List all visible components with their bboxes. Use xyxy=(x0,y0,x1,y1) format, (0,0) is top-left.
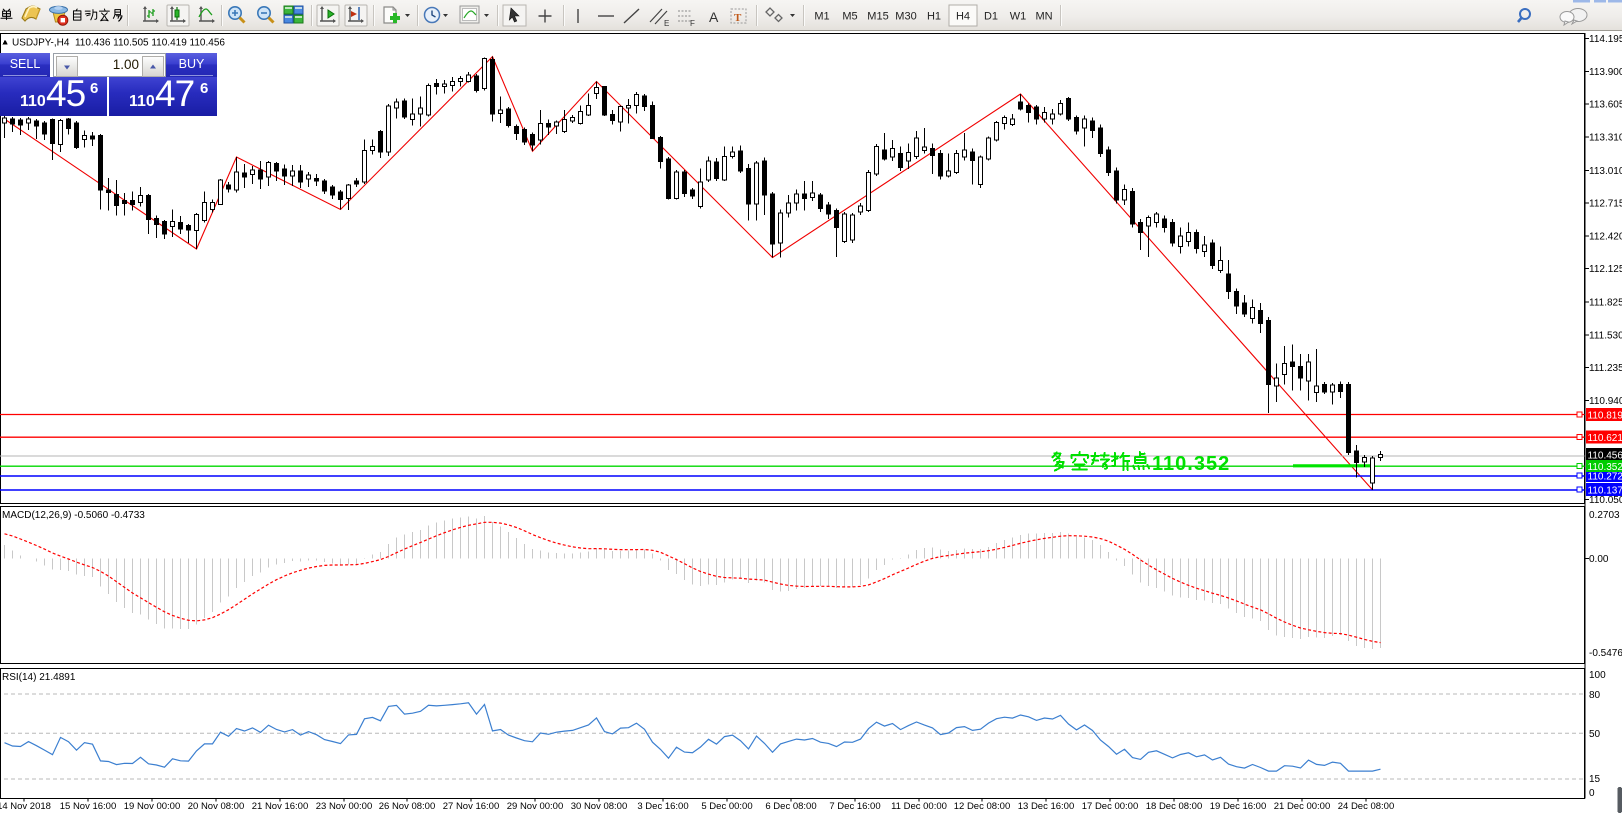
svg-text:11 Dec 00:00: 11 Dec 00:00 xyxy=(891,801,947,812)
svg-text:110.352: 110.352 xyxy=(1588,462,1622,473)
svg-text:15: 15 xyxy=(1589,774,1601,785)
svg-text:29 Nov 00:00: 29 Nov 00:00 xyxy=(507,801,564,812)
svg-text:MACD(12,26,9) -0.5060 -0.4733: MACD(12,26,9) -0.5060 -0.4733 xyxy=(2,510,145,521)
svg-text:5 Dec 00:00: 5 Dec 00:00 xyxy=(701,801,752,812)
svg-text:M5: M5 xyxy=(842,11,857,23)
svg-text:30 Nov 08:00: 30 Nov 08:00 xyxy=(571,801,628,812)
svg-text:50: 50 xyxy=(1589,729,1601,740)
svg-text:A: A xyxy=(709,9,719,25)
svg-text:M15: M15 xyxy=(867,11,888,23)
svg-text:114.195: 114.195 xyxy=(1589,34,1622,45)
svg-text:H1: H1 xyxy=(927,11,941,23)
svg-text:19 Dec 16:00: 19 Dec 16:00 xyxy=(1210,801,1267,812)
svg-text:113.900: 113.900 xyxy=(1589,67,1622,78)
svg-text:111.235: 111.235 xyxy=(1589,363,1622,374)
svg-text:MN: MN xyxy=(1035,11,1052,23)
svg-text:0.00: 0.00 xyxy=(1589,554,1609,565)
svg-text:USDJPY-,H4 110.436 110.505 11: USDJPY-,H4 110.436 110.505 110.419 110.4… xyxy=(12,38,225,49)
svg-text:H4: H4 xyxy=(956,11,970,23)
svg-text:113.605: 113.605 xyxy=(1589,100,1622,111)
svg-text:110.137: 110.137 xyxy=(1588,485,1622,496)
svg-text:20 Nov 08:00: 20 Nov 08:00 xyxy=(188,801,245,812)
svg-text:26 Nov 08:00: 26 Nov 08:00 xyxy=(379,801,436,812)
svg-text:F: F xyxy=(690,19,695,28)
svg-text:110.456: 110.456 xyxy=(1588,450,1622,461)
svg-text:19 Nov 00:00: 19 Nov 00:00 xyxy=(124,801,181,812)
svg-text:111.530: 111.530 xyxy=(1589,330,1622,341)
svg-text:110.940: 110.940 xyxy=(1589,396,1622,407)
svg-text:100: 100 xyxy=(1589,670,1606,681)
svg-text:14 Nov 2018: 14 Nov 2018 xyxy=(0,801,51,812)
svg-text:110.272: 110.272 xyxy=(1588,471,1622,482)
svg-text:18 Dec 08:00: 18 Dec 08:00 xyxy=(1146,801,1203,812)
svg-text:D1: D1 xyxy=(984,11,998,23)
svg-text:M1: M1 xyxy=(814,11,829,23)
svg-text:-0.5476: -0.5476 xyxy=(1589,648,1622,659)
svg-text:13 Dec 16:00: 13 Dec 16:00 xyxy=(1018,801,1075,812)
svg-text:110.352: 110.352 xyxy=(1152,453,1230,475)
svg-text:T: T xyxy=(734,12,742,24)
svg-text:0.2703: 0.2703 xyxy=(1589,510,1620,521)
svg-text:113.010: 113.010 xyxy=(1589,166,1622,177)
svg-text:M30: M30 xyxy=(895,11,916,23)
svg-text:12 Dec 08:00: 12 Dec 08:00 xyxy=(954,801,1011,812)
svg-text:112.125: 112.125 xyxy=(1589,264,1622,275)
svg-text:RSI(14) 21.4891: RSI(14) 21.4891 xyxy=(2,672,76,683)
svg-text:E: E xyxy=(664,19,669,28)
svg-text:0: 0 xyxy=(1589,788,1595,799)
svg-text:110.621: 110.621 xyxy=(1588,433,1622,444)
svg-text:80: 80 xyxy=(1589,690,1601,701)
svg-text:112.420: 112.420 xyxy=(1589,231,1622,242)
svg-text:3 Dec 16:00: 3 Dec 16:00 xyxy=(637,801,688,812)
svg-text:W1: W1 xyxy=(1010,11,1027,23)
svg-text:27 Nov 16:00: 27 Nov 16:00 xyxy=(443,801,500,812)
svg-text:6 Dec 08:00: 6 Dec 08:00 xyxy=(765,801,816,812)
svg-text:111.825: 111.825 xyxy=(1589,298,1622,309)
svg-text:7 Dec 16:00: 7 Dec 16:00 xyxy=(829,801,880,812)
svg-text:110.050: 110.050 xyxy=(1589,495,1622,506)
svg-text:17 Dec 00:00: 17 Dec 00:00 xyxy=(1082,801,1139,812)
svg-text:110.819: 110.819 xyxy=(1588,410,1622,421)
svg-text:24 Dec 08:00: 24 Dec 08:00 xyxy=(1338,801,1395,812)
svg-text:23 Nov 00:00: 23 Nov 00:00 xyxy=(316,801,373,812)
svg-text:21 Nov 16:00: 21 Nov 16:00 xyxy=(252,801,309,812)
svg-text:113.310: 113.310 xyxy=(1589,132,1622,143)
svg-text:21 Dec 00:00: 21 Dec 00:00 xyxy=(1274,801,1331,812)
svg-text:112.715: 112.715 xyxy=(1589,199,1622,210)
svg-text:15 Nov 16:00: 15 Nov 16:00 xyxy=(60,801,117,812)
